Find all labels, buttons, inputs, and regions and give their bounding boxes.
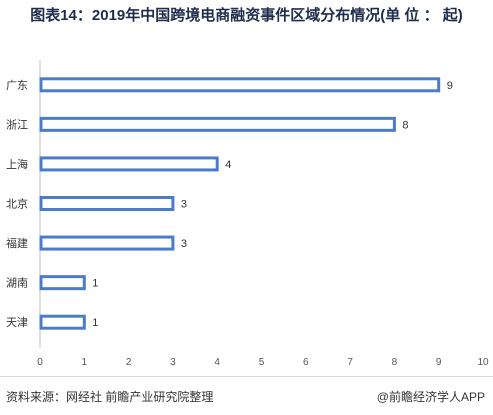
x-tick-label-2: 2 bbox=[126, 357, 132, 368]
bar-6 bbox=[39, 314, 86, 330]
x-tick-label-3: 3 bbox=[170, 357, 176, 368]
x-tick-label-0: 0 bbox=[37, 357, 43, 368]
bar-5 bbox=[39, 275, 86, 291]
bar-3 bbox=[39, 196, 175, 211]
value-label-5: 1 bbox=[92, 278, 98, 290]
category-label-2: 上海 bbox=[6, 157, 28, 171]
bar-0 bbox=[39, 77, 441, 93]
category-label-0: 广东 bbox=[6, 79, 28, 92]
category-label-6: 天津 bbox=[6, 316, 28, 329]
x-tick-label-10: 10 bbox=[477, 357, 489, 368]
x-tick-label-9: 9 bbox=[436, 357, 442, 368]
footer: 资料来源：网经社 前瞻产业研究院整理 @前瞻经济学人APP bbox=[0, 376, 493, 415]
bar-1 bbox=[39, 116, 396, 132]
value-label-2: 4 bbox=[225, 159, 231, 171]
brand-credit: @前瞻经济学人APP bbox=[376, 390, 485, 404]
bar-2 bbox=[39, 156, 219, 172]
x-tick-label-5: 5 bbox=[259, 357, 265, 368]
x-tick-label-4: 4 bbox=[214, 357, 220, 368]
category-label-3: 北京 bbox=[6, 197, 28, 211]
value-label-0: 9 bbox=[447, 80, 453, 92]
x-tick-label-6: 6 bbox=[303, 357, 309, 368]
x-tick-label-7: 7 bbox=[347, 357, 353, 368]
bar-chart: 广东 9浙江 8上海 4北京 3福建 3湖南 1天津 10 1 2 3 4 5 6 7 8 9 10 bbox=[6, 60, 489, 368]
chart-title: 图表14：2019年中国跨境电商融资事件区域分布情况(单 位 ： 起) bbox=[30, 7, 463, 24]
x-tick-label-8: 8 bbox=[392, 357, 398, 368]
x-tick-label-1: 1 bbox=[82, 357, 88, 368]
category-label-5: 湖南 bbox=[6, 277, 28, 290]
bar-4 bbox=[39, 235, 175, 251]
value-label-1: 8 bbox=[402, 119, 408, 131]
source-note: 资料来源：网经社 前瞻产业研究院整理 bbox=[6, 390, 214, 404]
category-label-1: 浙江 bbox=[6, 118, 28, 131]
value-label-6: 1 bbox=[92, 317, 98, 329]
value-label-3: 3 bbox=[181, 199, 187, 211]
category-label-4: 福建 bbox=[6, 236, 28, 250]
value-label-4: 3 bbox=[181, 238, 187, 250]
